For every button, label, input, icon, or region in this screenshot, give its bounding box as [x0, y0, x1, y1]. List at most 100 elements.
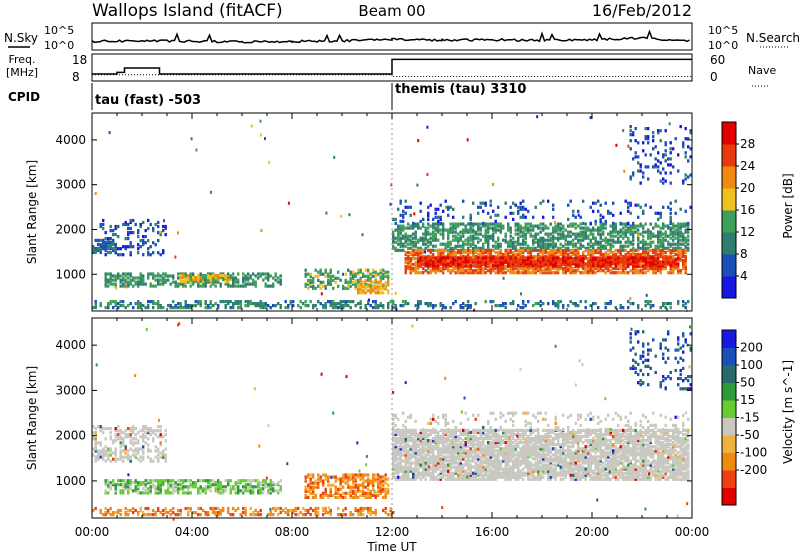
data-cell	[535, 260, 537, 263]
data-cell	[280, 304, 282, 307]
data-cell	[437, 249, 439, 252]
data-cell	[175, 304, 177, 307]
data-cell	[557, 233, 559, 236]
data-cell	[535, 225, 537, 228]
data-cell	[482, 202, 484, 205]
data-cell	[195, 511, 197, 514]
data-cell	[405, 200, 407, 203]
data-cell	[505, 271, 507, 274]
data-cell	[177, 479, 179, 482]
data-cell	[557, 223, 559, 226]
data-cell	[347, 492, 349, 495]
data-cell	[582, 264, 584, 267]
data-cell	[120, 449, 122, 452]
data-cell	[637, 229, 639, 232]
data-cell	[362, 281, 364, 284]
data-cell	[597, 200, 599, 203]
data-cell	[487, 256, 489, 259]
data-cell	[577, 233, 579, 236]
data-cell	[637, 141, 639, 144]
data-cell	[622, 256, 624, 259]
data-cell	[132, 454, 134, 457]
data-cell	[490, 200, 492, 203]
data-cell	[122, 456, 124, 459]
data-cell	[595, 220, 597, 223]
data-cell	[670, 256, 672, 259]
data-cell	[407, 255, 409, 258]
data-cell	[410, 206, 412, 209]
data-cell	[310, 513, 312, 516]
data-cell	[665, 180, 667, 183]
data-cell	[337, 513, 339, 516]
data-cell	[677, 262, 679, 265]
data-cell	[365, 507, 367, 510]
data-cell	[402, 445, 404, 448]
data-cell	[357, 473, 359, 476]
data-cell	[407, 223, 409, 226]
data-cell	[120, 274, 122, 277]
data-cell	[455, 251, 457, 254]
data-cell	[395, 241, 397, 244]
data-cell	[580, 231, 582, 234]
data-cell	[307, 304, 309, 307]
data-cell	[142, 449, 144, 452]
data-cell	[252, 479, 254, 482]
data-cell	[120, 253, 122, 256]
data-cell	[347, 304, 349, 307]
data-cell	[660, 171, 662, 174]
data-cell	[135, 427, 137, 430]
data-cell	[657, 249, 659, 252]
data-cell	[155, 223, 157, 226]
data-cell	[477, 237, 479, 240]
data-cell	[367, 507, 369, 510]
data-cell	[413, 212, 415, 215]
data-cell	[640, 247, 642, 250]
data-cell	[107, 491, 109, 494]
data-cell	[552, 204, 554, 207]
data-cell	[140, 302, 142, 305]
data-cell	[475, 269, 477, 272]
data-cell	[377, 304, 379, 307]
data-cell	[312, 482, 314, 485]
data-cell	[100, 509, 102, 512]
data-cell	[400, 429, 402, 432]
data-cell	[627, 145, 629, 148]
data-cell	[410, 235, 412, 238]
data-cell	[492, 256, 494, 259]
data-cell	[365, 480, 367, 483]
data-cell	[192, 481, 194, 484]
data-cell	[152, 513, 154, 516]
data-cell	[262, 279, 264, 282]
data-cell	[450, 227, 452, 230]
data-cell	[100, 223, 102, 226]
data-cell	[310, 492, 312, 495]
data-cell	[115, 511, 117, 514]
data-cell	[630, 133, 632, 136]
data-cell	[392, 300, 394, 303]
data-cell	[672, 239, 674, 242]
noise-ytick-top: 10^5	[44, 24, 74, 37]
data-cell	[380, 291, 382, 294]
data-cell	[372, 275, 374, 278]
colorbar-tick-label: 8	[740, 247, 748, 261]
data-cell	[465, 304, 467, 307]
data-cell	[602, 239, 604, 242]
data-cell	[250, 479, 252, 482]
data-cell	[392, 245, 394, 248]
data-cell	[357, 484, 359, 487]
data-cell	[545, 233, 547, 236]
data-cell	[132, 276, 134, 279]
data-cell	[670, 202, 672, 205]
data-cell	[422, 237, 424, 240]
data-cell	[232, 272, 234, 275]
data-cell	[502, 253, 504, 256]
data-cell	[105, 449, 107, 452]
data-cell	[435, 233, 437, 236]
data-cell	[447, 206, 449, 209]
data-cell	[645, 300, 647, 303]
data-cell	[592, 302, 594, 305]
data-cell	[385, 488, 387, 491]
data-cell	[660, 180, 662, 183]
data-cell	[670, 163, 672, 166]
data-cell	[327, 279, 329, 282]
